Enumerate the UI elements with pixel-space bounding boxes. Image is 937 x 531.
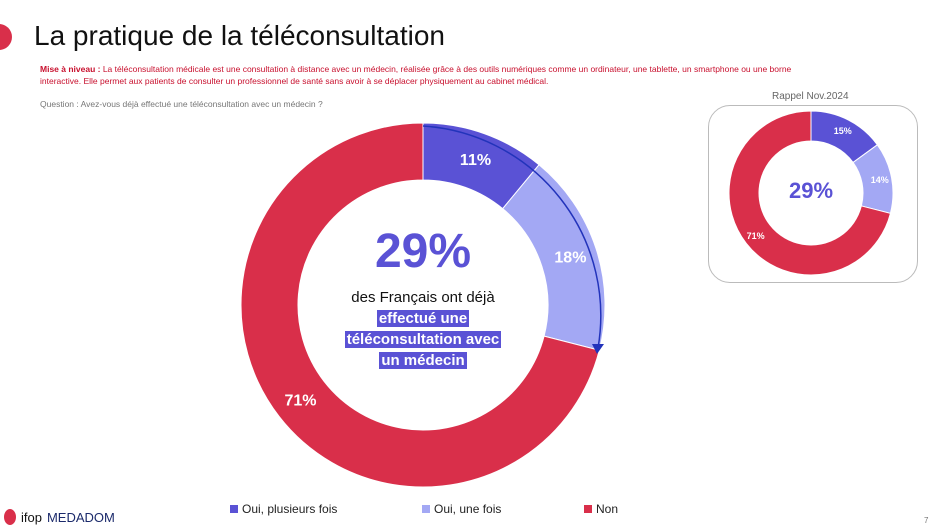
data-label: 11% — [460, 152, 491, 169]
center-caption: des Français ont déjà effectué une téléc… — [323, 287, 523, 371]
data-label: 14% — [871, 175, 889, 185]
ifop-logo-icon — [4, 509, 16, 525]
intro-body: La téléconsultation médicale est une con… — [40, 64, 792, 86]
caption-highlight: effectué une — [376, 310, 470, 327]
data-label: 15% — [834, 126, 852, 136]
legend-item: Non — [584, 502, 618, 516]
legend-label: Oui, plusieurs fois — [242, 502, 338, 516]
recap-title: Rappel Nov.2024 — [760, 91, 861, 102]
donut-slice-2 — [728, 110, 892, 276]
recap-center-value: 29% — [788, 178, 834, 203]
page-title: La pratique de la téléconsultation — [34, 20, 445, 51]
legend-swatch — [422, 505, 430, 513]
legend-label: Non — [596, 502, 619, 516]
trend-arrow — [422, 125, 602, 349]
logos: ifop MEDADOM — [4, 509, 115, 525]
data-label: 18% — [554, 250, 586, 267]
page-number: 7 — [924, 516, 929, 525]
caption-highlight: téléconsultation avec — [344, 331, 502, 348]
arrow-head-icon — [592, 344, 604, 354]
caption-highlight: un médecin — [379, 352, 467, 369]
intro-label: Mise à niveau : — [40, 64, 101, 74]
data-label: 71% — [285, 393, 317, 410]
legend-swatch — [230, 505, 238, 513]
legend-swatch — [584, 505, 592, 513]
question: Question : Avez-vous déjà effectué une t… — [40, 99, 323, 109]
legend-item: Oui, une fois — [422, 502, 501, 516]
data-label: 71% — [747, 231, 765, 241]
ifop-logo: ifop — [21, 509, 42, 525]
accent-dot — [0, 24, 12, 50]
legend-label: Oui, une fois — [434, 502, 502, 516]
caption-line: des Français ont déjà — [351, 289, 495, 306]
legend-item: Oui, plusieurs fois — [230, 502, 337, 516]
intro-text: Mise à niveau : La téléconsultation médi… — [40, 63, 800, 87]
center-value: 29% — [374, 225, 472, 278]
medadom-logo: MEDADOM — [46, 509, 115, 525]
donut-slice-2 — [240, 122, 600, 488]
recap-box — [708, 105, 918, 283]
